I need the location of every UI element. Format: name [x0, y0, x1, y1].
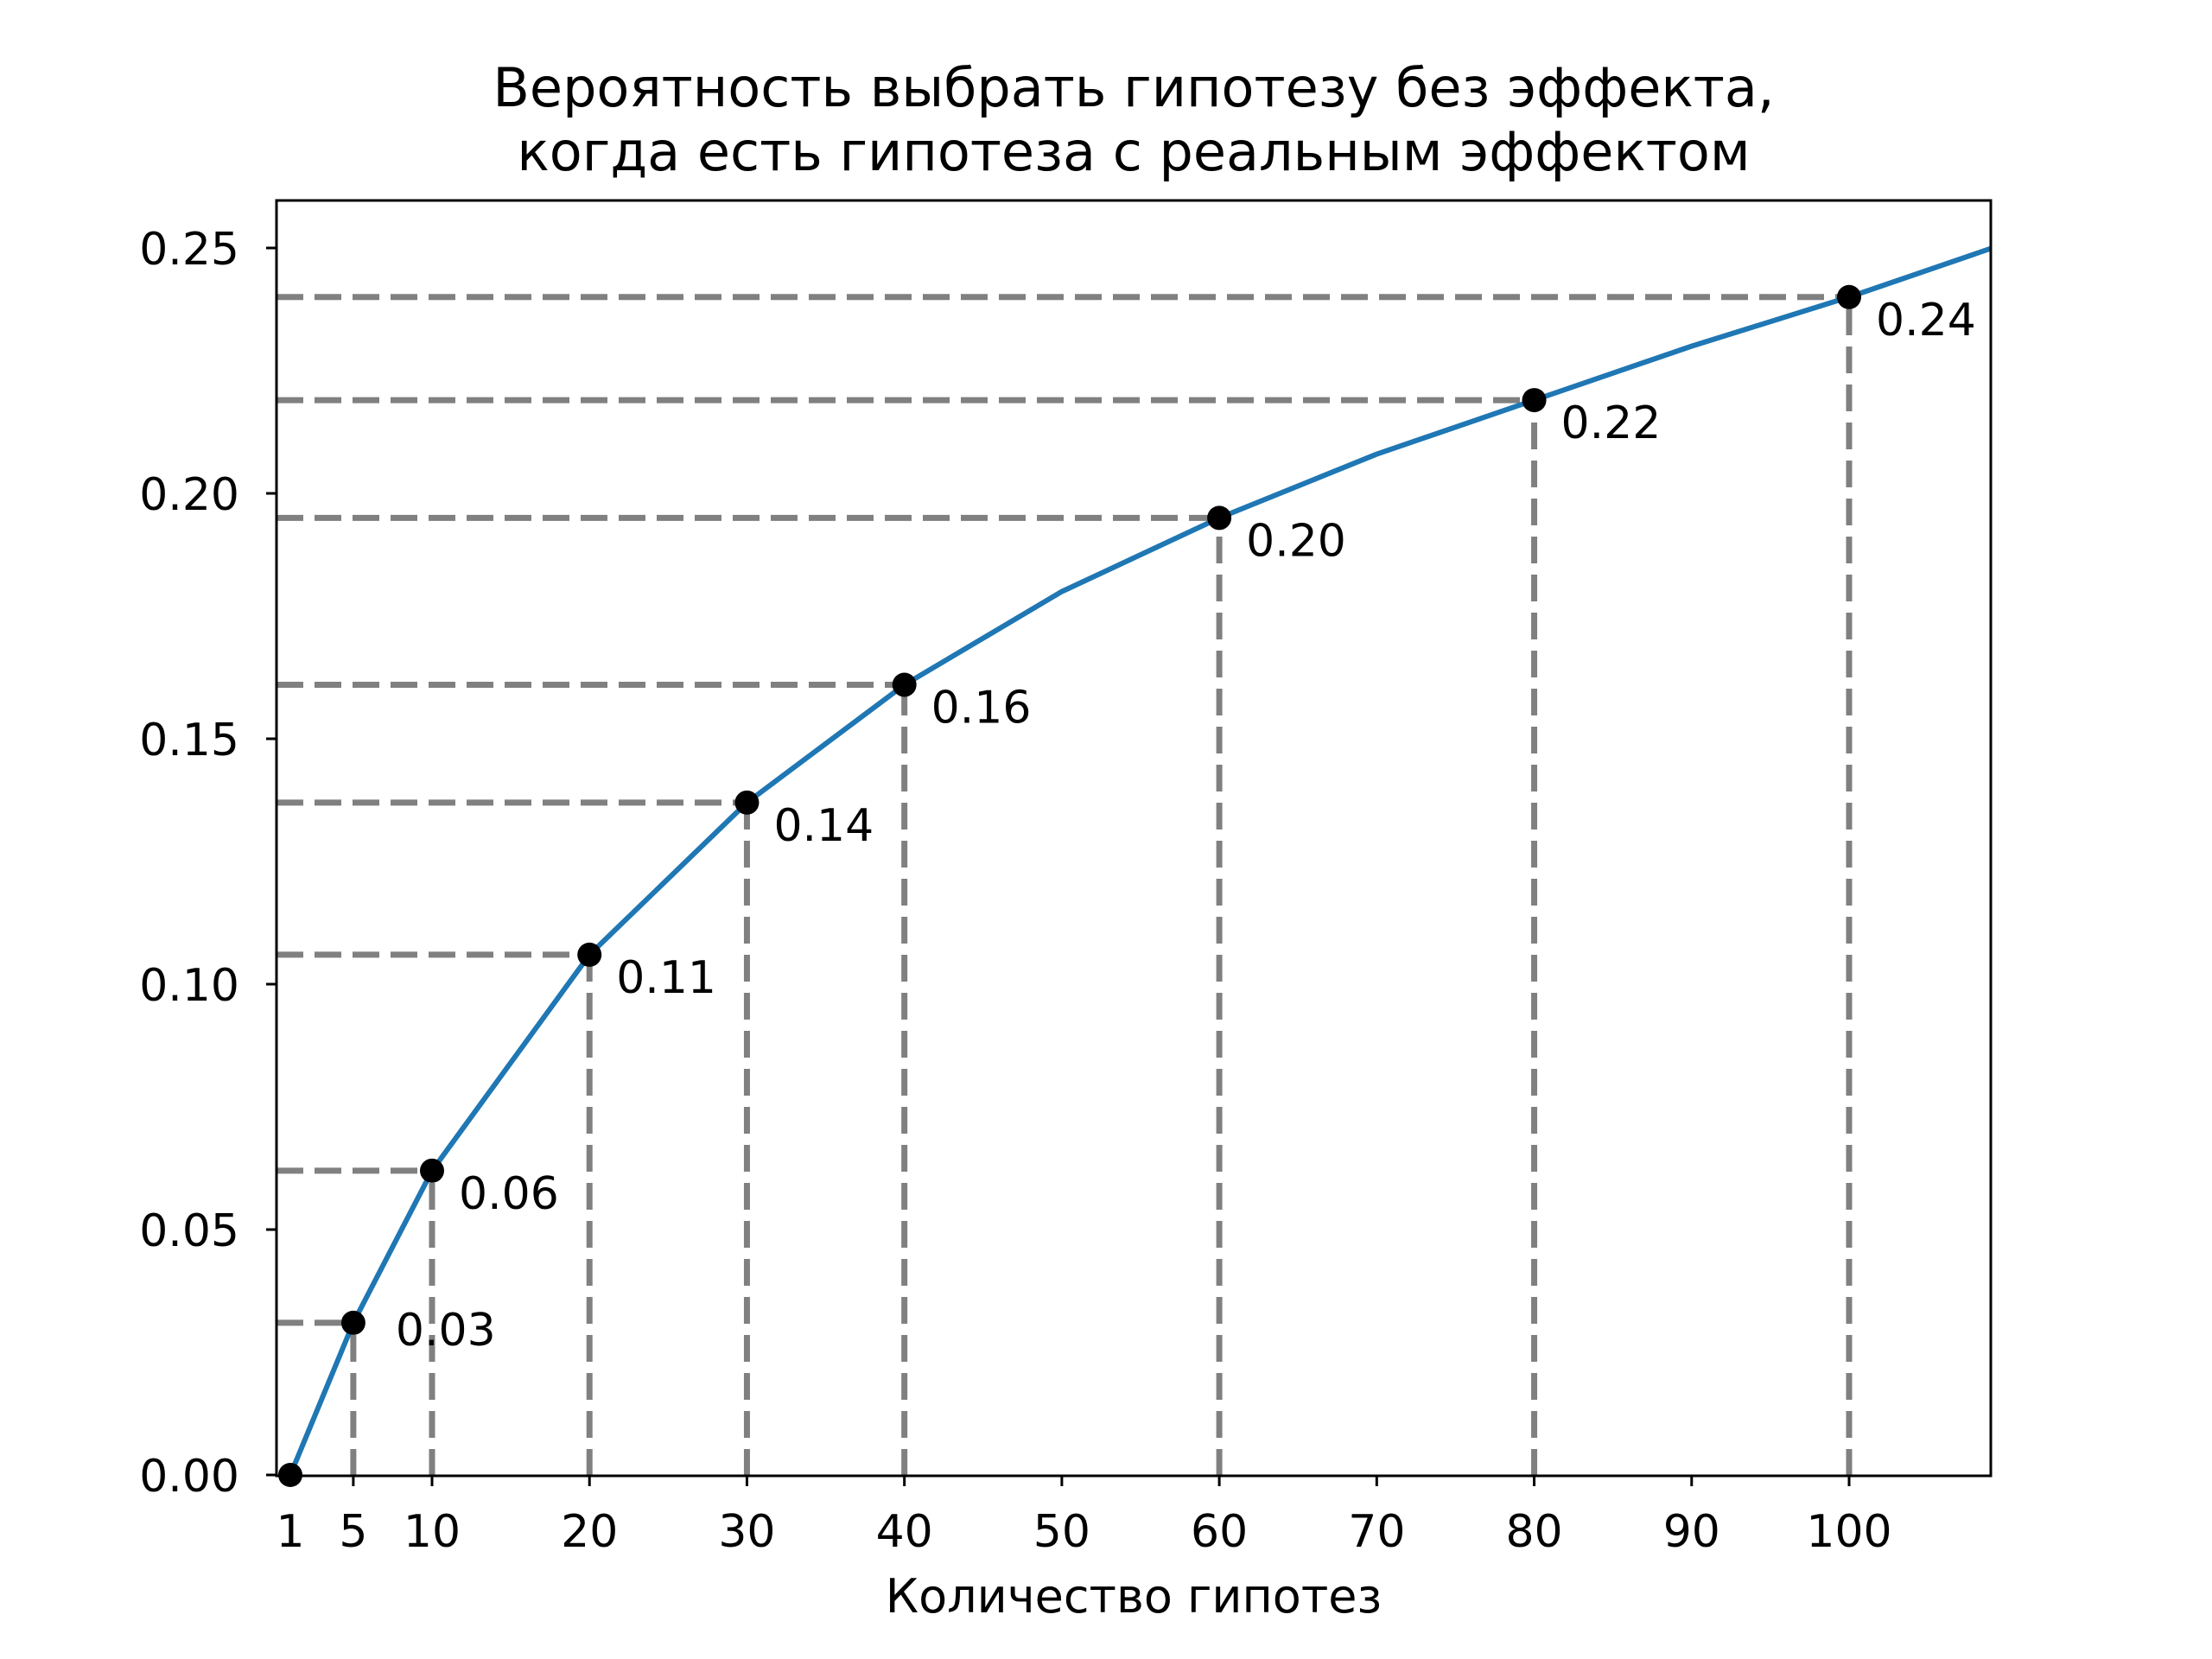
series-line	[288, 245, 1992, 1477]
x-axis-label: Количество гипотез	[886, 1569, 1382, 1624]
data-series	[288, 245, 1992, 1477]
x-tick-label: 80	[1505, 1506, 1562, 1558]
data-point-marker	[1837, 284, 1861, 309]
data-point-label: 0.24	[1876, 295, 1976, 346]
x-tick-label: 60	[1191, 1506, 1248, 1558]
guide-lines	[276, 294, 1853, 1476]
y-tick-label: 0.10	[139, 960, 239, 1012]
chart-title-line-1: Вероятность выбрать гипотезу без эффекта…	[493, 56, 1774, 119]
x-tick-label: 90	[1663, 1506, 1720, 1558]
x-tick-label: 30	[718, 1506, 775, 1558]
x-tick-label: 10	[404, 1506, 461, 1558]
data-point-marker	[1207, 505, 1232, 531]
data-point-marker	[1522, 388, 1547, 413]
x-tick-label: 5	[339, 1506, 367, 1558]
data-point-marker	[577, 942, 602, 967]
y-tick-label: 0.05	[139, 1205, 239, 1257]
data-point-label: 0.22	[1561, 397, 1662, 449]
y-tick-label: 0.00	[139, 1451, 239, 1503]
x-axis: 1 5 10 20 30 40 50 60 70 80 90 100	[276, 1476, 1892, 1558]
x-tick-label: 70	[1348, 1506, 1405, 1558]
data-point-label: 0.14	[773, 800, 874, 852]
y-tick-label: 0.25	[139, 224, 239, 276]
data-point-marker	[420, 1158, 444, 1183]
data-markers	[278, 284, 1861, 1487]
x-tick-label: 20	[561, 1506, 618, 1558]
y-tick-label: 0.15	[139, 715, 239, 766]
chart-title: Вероятность выбрать гипотезу без эффекта…	[493, 56, 1774, 183]
data-point-label: 0.20	[1246, 515, 1346, 567]
y-axis: 0.00 0.05 0.10 0.15 0.20 0.25	[139, 224, 276, 1503]
x-tick-label: 1	[276, 1506, 304, 1558]
data-labels: 0.03 0.06 0.11 0.14 0.16 0.20 0.22 0.24	[396, 295, 1976, 1357]
data-point-marker	[340, 1310, 365, 1335]
chart-title-line-2: когда есть гипотеза с реальным эффектом	[517, 120, 1750, 183]
x-tick-label: 100	[1806, 1506, 1891, 1558]
x-tick-label: 40	[876, 1506, 933, 1558]
data-point-label: 0.03	[396, 1305, 496, 1357]
data-point-label: 0.06	[459, 1168, 559, 1220]
data-point-label: 0.16	[931, 683, 1032, 734]
plot-area-frame	[275, 199, 1993, 1478]
data-point-label: 0.11	[616, 952, 716, 1004]
x-tick-label: 50	[1033, 1506, 1090, 1558]
y-tick-label: 0.20	[139, 469, 239, 521]
data-point-marker	[892, 672, 917, 697]
data-point-marker	[734, 790, 760, 815]
